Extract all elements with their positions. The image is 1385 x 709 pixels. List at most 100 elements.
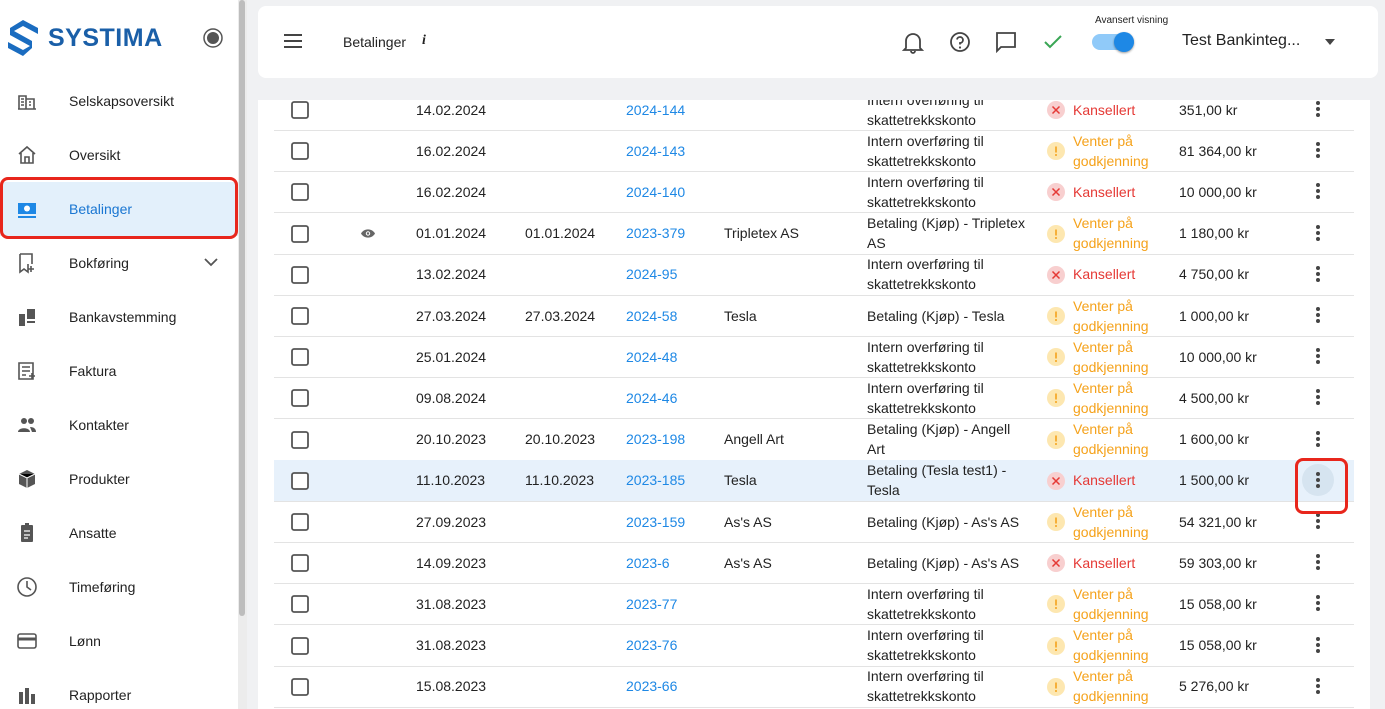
row-checkbox[interactable]	[291, 554, 309, 573]
payment-link[interactable]: 2023-198	[626, 431, 686, 448]
nav-icon	[21, 523, 33, 542]
amount: 4 750,00 kr	[1179, 266, 1250, 283]
row-checkbox[interactable]	[291, 224, 309, 243]
row-menu[interactable]	[1302, 299, 1334, 331]
row-checkbox[interactable]	[291, 471, 309, 490]
row-checkbox[interactable]	[291, 513, 309, 531]
row-checkbox[interactable]	[291, 348, 309, 367]
sidebar-scroll-thumb[interactable]	[239, 0, 245, 616]
table-row[interactable]: 16.02.2024 2024-140 Intern overføring til …	[274, 171, 1354, 214]
amount: 81 364,00 kr	[1179, 142, 1257, 159]
row-menu[interactable]	[1302, 670, 1334, 702]
table-row[interactable]: 01.01.2024 01.01.2024 2023-379 Tripletex AS…	[274, 213, 1354, 255]
payment-link[interactable]: 2024-48	[626, 348, 678, 365]
payment-link[interactable]: 2023-159	[626, 513, 686, 530]
nav-item[interactable]: Lønn	[0, 614, 238, 668]
table-row[interactable]: 27.03.2024 27.03.2024 2024-58 Tesla Betaling…	[274, 295, 1354, 337]
table-row[interactable]: 16.02.2024 2024-143 Intern overføring til …	[274, 130, 1354, 173]
table-row[interactable]: 31.08.2023 2023-77 Intern overføring til s…	[274, 583, 1354, 626]
table-row[interactable]: 09.08.2024 2024-46 Intern overføring til s…	[274, 377, 1354, 420]
row-checkbox[interactable]	[291, 389, 309, 408]
nav-item[interactable]: Betalinger	[0, 182, 238, 236]
table-row[interactable]: 20.10.2023 20.10.2023 2023-198 Angell Art Be…	[274, 419, 1354, 461]
notifications[interactable]	[902, 30, 924, 54]
row-menu[interactable]	[1302, 340, 1334, 372]
payment-link[interactable]: 2023-185	[626, 472, 686, 489]
nav-item[interactable]: Kontakter	[0, 398, 238, 452]
nav-item[interactable]: Bankavstemming	[0, 290, 238, 344]
nav-item[interactable]: Rapporter	[0, 668, 238, 709]
row-menu[interactable]	[1302, 423, 1334, 455]
company-dropdown[interactable]	[1324, 38, 1336, 46]
table-row[interactable]: 15.08.2023 2023-66 Intern overføring til s…	[274, 666, 1354, 708]
payment-link[interactable]: 2024-144	[626, 101, 686, 118]
row-checkbox[interactable]	[291, 142, 309, 161]
payment-link[interactable]: 2023-77	[626, 595, 678, 612]
amount: 59 303,00 kr	[1179, 554, 1257, 571]
nav-item[interactable]: Faktura	[0, 344, 238, 398]
sync-ok[interactable]	[1043, 33, 1063, 51]
row-menu[interactable]	[1302, 381, 1334, 413]
advanced-toggle[interactable]	[1092, 31, 1136, 53]
payment-link[interactable]: 2023-6	[626, 554, 670, 571]
status-cell: Venter på godkjenning	[1073, 130, 1163, 171]
nav-item[interactable]: Ansatte	[0, 506, 238, 560]
row-checkbox[interactable]	[291, 677, 309, 696]
menu-button[interactable]	[283, 33, 303, 49]
description: Intern overføring til skattetrekkskonto	[867, 668, 984, 705]
row-menu[interactable]	[1302, 100, 1334, 125]
help[interactable]	[949, 31, 971, 53]
expand-chevron[interactable]	[204, 258, 218, 268]
row-menu[interactable]	[1302, 463, 1334, 496]
row-checkbox[interactable]	[291, 183, 309, 202]
status-text: Kansellert	[1073, 266, 1136, 283]
messages[interactable]	[995, 31, 1017, 53]
table-row[interactable]: 13.02.2024 2024-95 Intern overføring til s…	[274, 254, 1354, 296]
nav-label: Lønn	[69, 633, 101, 649]
row-checkbox[interactable]	[291, 101, 309, 119]
nav-label: Kontakter	[69, 417, 129, 433]
info-icon[interactable]: i	[422, 33, 426, 48]
row-menu[interactable]	[1302, 546, 1334, 578]
counterparty: Tesla	[724, 472, 757, 489]
table-row[interactable]: 27.09.2023 2023-159 As's AS Betaling (Kjøp)…	[274, 501, 1354, 543]
amount: 5 276,00 kr	[1179, 678, 1250, 695]
row-checkbox[interactable]	[291, 265, 309, 284]
row-menu[interactable]	[1302, 505, 1334, 537]
nav-item[interactable]: Oversikt	[0, 128, 238, 182]
row-menu[interactable]	[1302, 175, 1334, 207]
payment-number: 2023-6	[626, 542, 670, 583]
payment-link[interactable]: 2023-379	[626, 225, 686, 242]
nav-item[interactable]: Selskapsoversikt	[0, 74, 238, 128]
row-menu[interactable]	[1302, 217, 1334, 249]
row-checkbox[interactable]	[291, 307, 309, 325]
payment-link[interactable]: 2024-58	[626, 307, 678, 324]
row-menu[interactable]	[1302, 134, 1334, 166]
table-row[interactable]: 14.02.2024 2024-144 Intern overføring til …	[274, 100, 1354, 131]
payment-date: 09.08.2024	[416, 389, 487, 406]
status-icon[interactable]	[203, 28, 223, 48]
payment-link[interactable]: 2023-76	[626, 637, 678, 654]
row-menu[interactable]	[1302, 587, 1334, 619]
view-icon[interactable]	[360, 228, 376, 239]
payment-link[interactable]: 2023-66	[626, 678, 678, 695]
table-row[interactable]: 25.01.2024 2024-48 Intern overføring til s…	[274, 336, 1354, 379]
company-name[interactable]: Test Bankinteg...	[1182, 32, 1301, 49]
payment-link[interactable]: 2024-95	[626, 266, 678, 283]
row-menu[interactable]	[1302, 629, 1334, 661]
table-row[interactable]: 11.10.2023 11.10.2023 2023-185 Tesla Betalin…	[274, 459, 1354, 502]
payment-link[interactable]: 2024-140	[626, 183, 686, 200]
payment-link[interactable]: 2024-143	[626, 142, 686, 159]
nav-item[interactable]: Timeføring	[0, 560, 238, 614]
row-checkbox[interactable]	[291, 430, 309, 449]
row-menu[interactable]	[1302, 258, 1334, 290]
description: Intern overføring til skattetrekkskonto	[867, 132, 984, 169]
nav-item[interactable]: Bokføring	[0, 236, 238, 290]
payment-link[interactable]: 2024-46	[626, 389, 678, 406]
row-checkbox[interactable]	[291, 636, 309, 655]
nav-item[interactable]: Produkter	[0, 452, 238, 506]
row-checkbox[interactable]	[291, 595, 309, 614]
table-row[interactable]: 31.08.2023 2023-76 Intern overføring til s…	[274, 625, 1354, 667]
nav-icon	[18, 470, 36, 488]
table-row[interactable]: 14.09.2023 2023-6 As's AS Betaling (Kjøp) -…	[274, 542, 1354, 585]
